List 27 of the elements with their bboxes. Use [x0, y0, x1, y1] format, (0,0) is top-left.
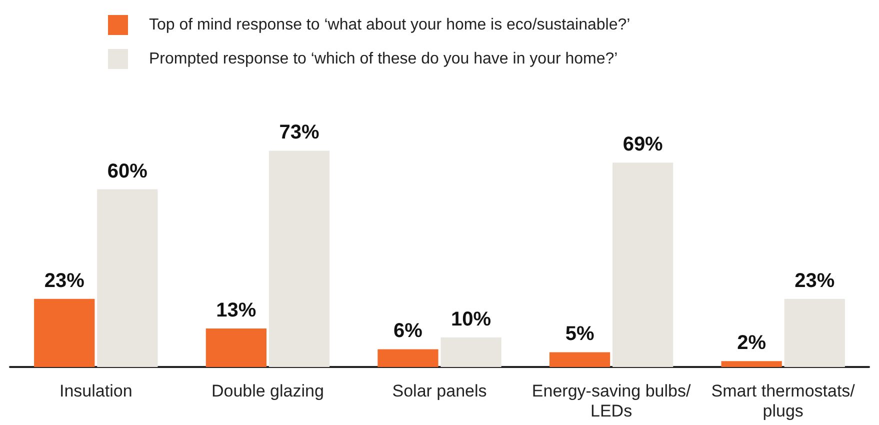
data-label: 5%	[565, 323, 594, 346]
bar	[34, 298, 95, 367]
bar	[612, 162, 674, 367]
bar	[721, 361, 782, 367]
data-label: 69%	[622, 134, 664, 156]
bar	[549, 352, 610, 367]
data-label: 60%	[107, 160, 148, 182]
x-tick-label: Solar panels	[392, 382, 487, 400]
data-label: 23%	[44, 270, 85, 292]
x-tick-label: Insulation	[60, 382, 132, 400]
legend-label: Prompted response to ‘which of these do you have in your home?’	[149, 50, 618, 68]
data-label: 23%	[794, 270, 835, 292]
data-label: 13%	[216, 299, 256, 322]
bar	[268, 150, 330, 367]
legend-label: Top of mind response to ‘what about your home is eco/sustainable?’	[149, 16, 630, 34]
bar	[97, 189, 158, 367]
data-label: 2%	[737, 332, 766, 354]
bar	[784, 298, 845, 367]
x-tick-label: Smart thermostats/plugs	[711, 382, 856, 420]
data-label: 6%	[394, 320, 423, 342]
bar	[378, 349, 438, 367]
data-label: 10%	[451, 308, 492, 330]
x-tick-label: Double glazing	[211, 382, 324, 400]
data-label: 73%	[279, 122, 320, 144]
bar	[206, 328, 266, 367]
x-tick-label: Energy-saving bulbs/LEDs	[532, 382, 691, 420]
bar	[440, 337, 502, 367]
